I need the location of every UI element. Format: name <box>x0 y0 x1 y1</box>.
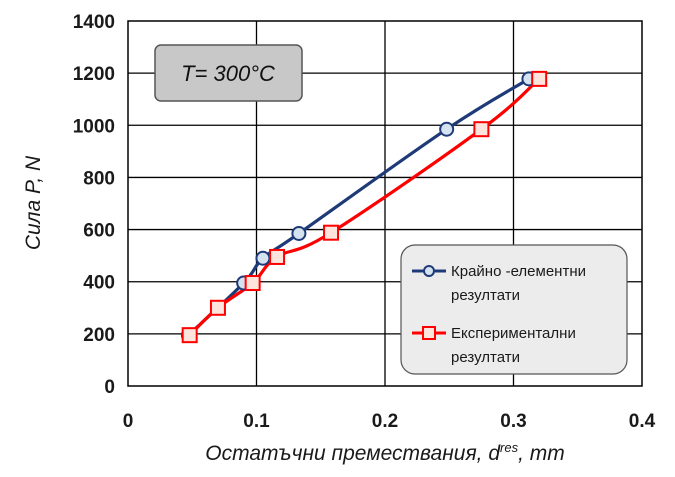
data-point-square <box>209 299 226 316</box>
data-point-square <box>244 275 261 292</box>
plot-area-border <box>127 20 643 387</box>
temperature-annotation: T= 300°C <box>154 44 303 102</box>
y-tick-label: 600 <box>83 221 115 242</box>
legend-exp-marker <box>422 326 436 340</box>
x-tick-label: 0 <box>123 411 134 432</box>
legend-box <box>400 244 628 375</box>
y-tick-label: 1400 <box>73 12 115 33</box>
y-tick-label: 1000 <box>73 116 115 137</box>
legend-exp-label-line2: резултати <box>451 349 520 366</box>
x-axis-title: Остатъчни премествания, dres, mm <box>205 440 564 465</box>
x-tick-label: 0.3 <box>500 411 526 432</box>
legend-exp-label-line1: Експериментални <box>451 325 576 342</box>
legend-fe-label-line1: Крайно -елементни <box>451 263 586 280</box>
data-point-square <box>269 248 286 265</box>
temperature-label: T= 300°C <box>181 61 275 86</box>
data-point-square <box>181 327 198 344</box>
x-axis-title-sup: res <box>500 440 519 455</box>
data-point-circle <box>255 250 271 266</box>
y-tick-label: 400 <box>83 273 115 294</box>
y-tick-label: 200 <box>83 325 115 346</box>
legend: Крайно -елементни резултати Експеримента… <box>400 244 628 375</box>
x-tick-label: 0.2 <box>372 411 398 432</box>
y-tick-label: 800 <box>83 168 115 189</box>
data-point-circle <box>439 121 455 137</box>
y-axis-title: Сила P, N <box>22 155 45 250</box>
legend-fe-marker <box>423 265 435 277</box>
legend-fe-label-line2: резултати <box>451 287 520 304</box>
x-axis-title-tail: , mm <box>518 442 565 465</box>
x-axis-title-main: Остатъчни премествания, d <box>205 442 501 465</box>
y-tick-label: 0 <box>104 377 115 398</box>
y-tick-label: 1200 <box>73 64 115 85</box>
x-tick-label: 0.4 <box>629 411 656 432</box>
data-point-square <box>531 70 548 87</box>
data-point-circle <box>291 225 307 241</box>
temperature-box <box>154 44 303 102</box>
data-point-square <box>323 224 340 241</box>
data-point-square <box>473 121 490 138</box>
x-tick-label: 0.1 <box>243 411 270 432</box>
